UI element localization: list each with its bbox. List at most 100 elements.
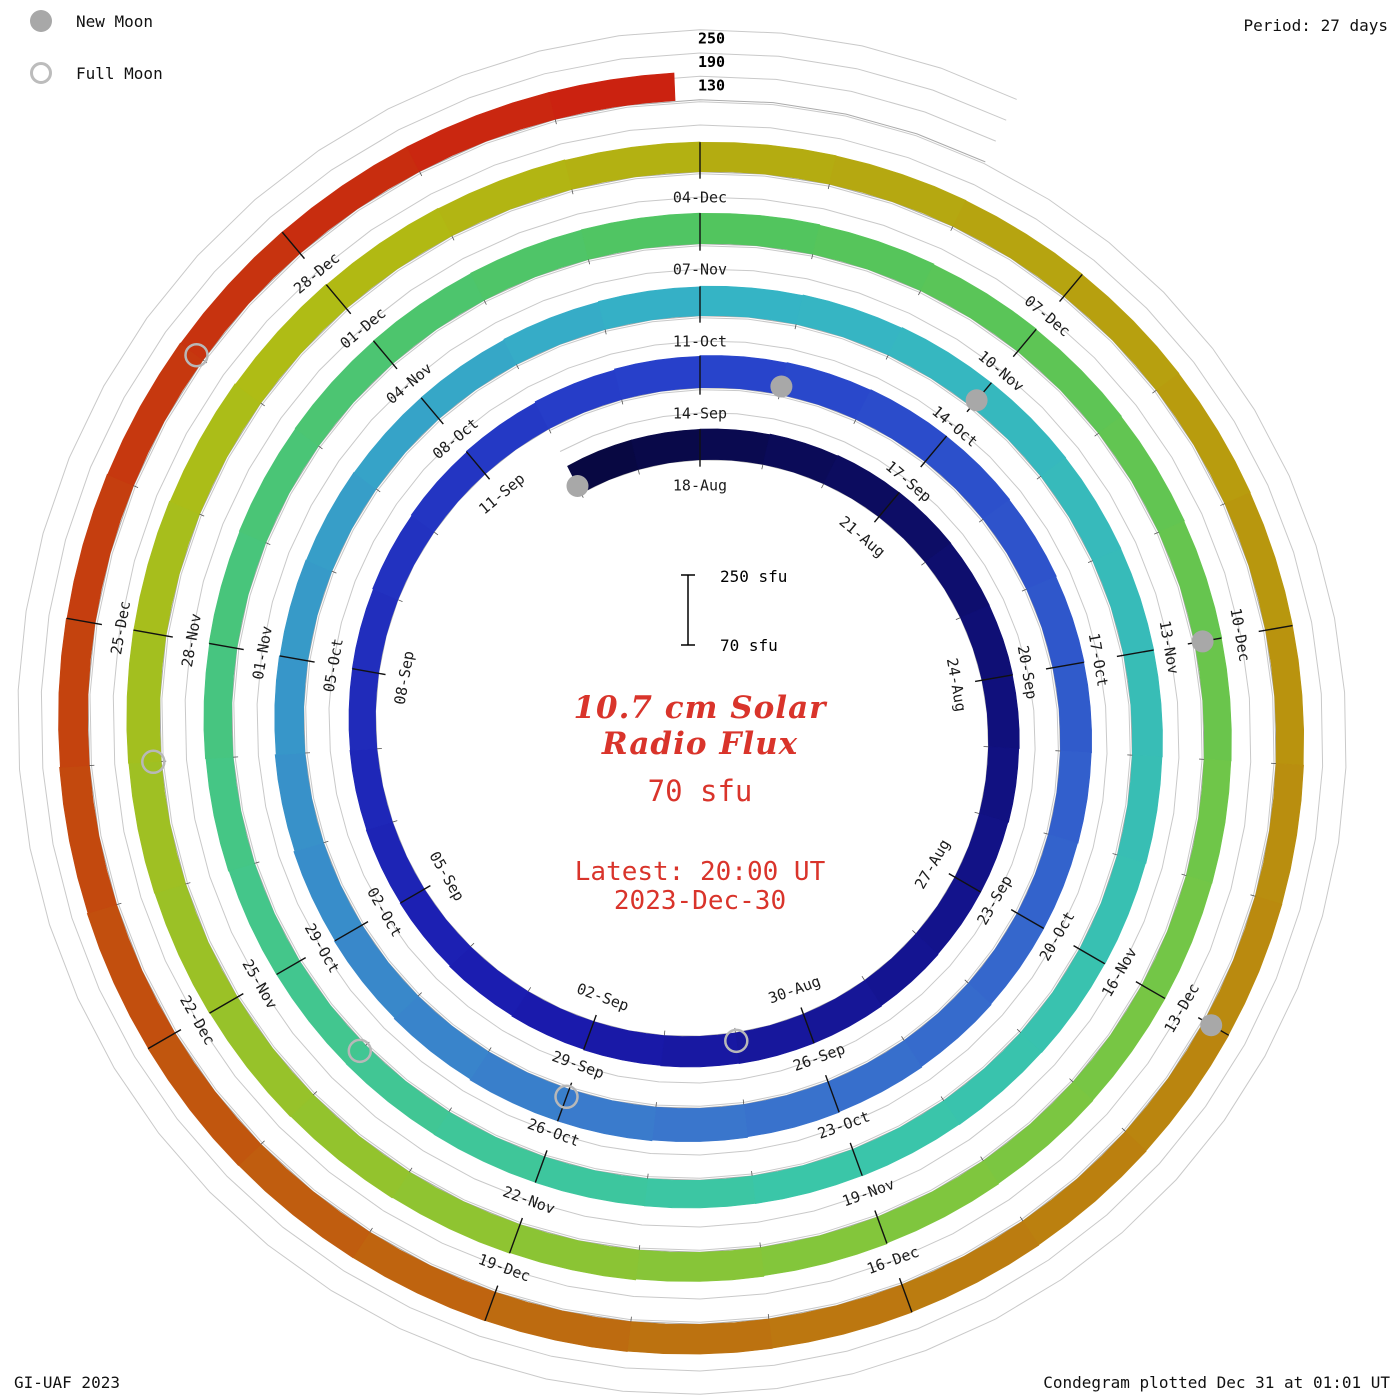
day-tick — [408, 1167, 413, 1173]
day-tick — [861, 975, 866, 981]
flux-bar — [410, 451, 486, 533]
flux-bar — [952, 200, 1083, 297]
chart-title-line1: 10.7 cm Solar — [573, 690, 827, 726]
full-moon-marker — [141, 749, 166, 775]
flux-bar — [1203, 895, 1283, 1036]
day-tick — [1152, 389, 1157, 394]
flux-bar — [420, 339, 517, 420]
flux-bar — [353, 397, 440, 490]
flux-bar — [238, 428, 319, 544]
day-tick — [638, 1245, 641, 1251]
new-moon-marker — [770, 375, 793, 398]
date-label: 01-Nov — [249, 625, 276, 681]
day-tick — [318, 445, 323, 450]
full-moon-marker — [724, 1028, 749, 1054]
day-tick — [260, 1140, 265, 1145]
flux-bar — [1040, 457, 1122, 561]
day-tick — [331, 570, 337, 574]
day-tick — [1069, 1078, 1074, 1083]
date-label: 17-Oct — [1085, 632, 1112, 688]
day-tick — [419, 171, 423, 177]
day-tick — [1043, 832, 1049, 835]
segment-tick — [372, 340, 398, 370]
date-label: 30-Aug — [766, 972, 823, 1007]
flux-bar — [1098, 416, 1185, 533]
radial-axis-label: 250 — [698, 30, 725, 48]
day-tick — [827, 184, 830, 190]
day-tick — [448, 1107, 452, 1113]
flux-bar — [762, 433, 839, 485]
sfu-scale-top-label: 250 sfu — [720, 567, 787, 586]
latest-time: Latest: 20:00 UT — [574, 857, 826, 887]
day-tick — [254, 861, 260, 864]
flux-bar — [651, 1104, 748, 1142]
segment-tick — [800, 1007, 815, 1044]
flux-bar — [209, 996, 314, 1118]
date-label: 04-Dec — [673, 189, 727, 207]
day-tick — [918, 290, 922, 296]
segment-tick — [279, 655, 315, 663]
day-tick — [955, 617, 961, 620]
day-tick — [1021, 588, 1027, 592]
day-tick — [265, 542, 271, 546]
day-tick — [1181, 873, 1187, 876]
day-tick — [375, 488, 381, 493]
flux-bar — [901, 1220, 1040, 1313]
day-tick — [767, 1313, 770, 1320]
flux-bar — [294, 340, 393, 447]
day-tick — [392, 820, 398, 823]
flux-bar — [852, 1100, 960, 1177]
flux-bar — [352, 1231, 496, 1322]
segment-tick — [1073, 945, 1106, 965]
day-tick — [761, 464, 764, 470]
credit-label: GI-UAF 2023 — [14, 1373, 120, 1392]
flux-bar — [635, 1247, 765, 1282]
segment-tick — [484, 1285, 499, 1322]
flux-bar — [982, 1081, 1094, 1185]
new-moon-marker — [965, 389, 988, 412]
flux-bar — [1155, 373, 1251, 504]
flux-bar — [351, 588, 399, 674]
full-moon-marker — [347, 1038, 373, 1064]
flux-bar — [630, 428, 701, 470]
segment-tick — [1010, 909, 1044, 930]
segment-tick — [1135, 981, 1166, 1000]
segment-tick — [209, 642, 244, 651]
day-tick — [516, 364, 520, 370]
day-tick — [554, 119, 557, 125]
flux-bar — [920, 264, 1037, 352]
day-tick — [588, 259, 591, 265]
segment-tick — [920, 435, 948, 468]
flux-bar — [960, 604, 1014, 681]
day-tick — [470, 942, 475, 947]
day-tick — [451, 235, 455, 241]
full-moon-marker — [554, 1084, 579, 1110]
radial-axis-label: 190 — [698, 53, 725, 71]
day-tick — [950, 226, 954, 231]
day-tick — [116, 902, 122, 906]
day-tick — [604, 329, 607, 335]
day-tick — [821, 483, 825, 489]
latest-date: 2023-Dec-30 — [613, 886, 787, 916]
current-flux-value: 70 sfu — [647, 774, 753, 808]
flux-bar — [699, 428, 771, 465]
segment-tick — [400, 885, 431, 904]
day-tick — [133, 485, 139, 488]
flux-bar — [1026, 576, 1085, 669]
day-tick — [630, 1316, 632, 1322]
date-label: 10-Dec — [1226, 607, 1253, 663]
latest-reading: Latest: 20:00 UT 2023-Dec-30 — [0, 858, 1400, 916]
legend-new-moon: New Moon — [30, 10, 163, 32]
day-tick — [978, 518, 984, 523]
date-label: 18-Aug — [673, 477, 727, 495]
segment-tick — [1012, 328, 1037, 358]
day-tick — [974, 811, 980, 815]
flux-bar — [392, 1171, 521, 1254]
flux-bar — [812, 224, 935, 291]
day-tick — [1019, 1216, 1024, 1222]
new-moon-marker — [1191, 630, 1214, 653]
chart-title-line2: Radio Flux — [601, 726, 799, 762]
segment-tick — [334, 921, 369, 942]
day-tick — [397, 599, 403, 603]
